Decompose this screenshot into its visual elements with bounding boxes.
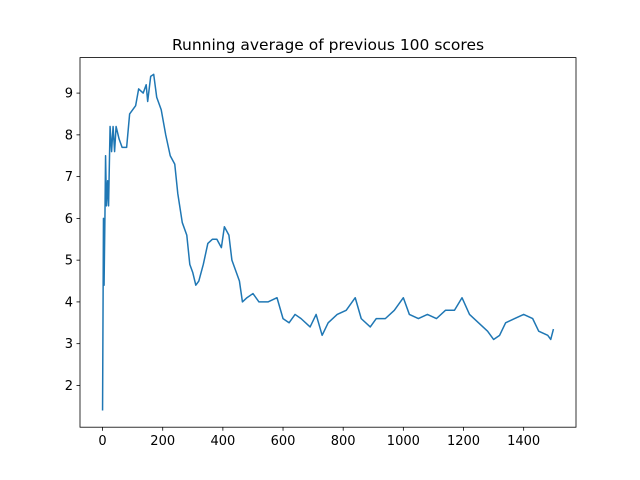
x-tick-label: 600 <box>271 434 296 449</box>
plot-frame <box>79 57 577 428</box>
x-tick-label: 1400 <box>507 434 540 449</box>
x-tick-label: 800 <box>331 434 356 449</box>
x-tick-label: 200 <box>150 434 175 449</box>
y-tick-label: 6 <box>65 212 73 227</box>
x-tick-label: 1200 <box>447 434 480 449</box>
y-tick-label: 2 <box>65 379 73 394</box>
y-tick-label: 3 <box>65 337 73 352</box>
x-tick-label: 400 <box>210 434 235 449</box>
y-tick-label: 9 <box>65 87 73 102</box>
y-tick-label: 7 <box>65 170 73 185</box>
x-tick-label: 1000 <box>387 434 420 449</box>
y-tick-label: 4 <box>65 295 73 310</box>
y-tick-label: 5 <box>65 254 73 269</box>
x-tick-label: 0 <box>98 434 106 449</box>
y-tick-label: 8 <box>65 128 73 143</box>
line-series <box>101 73 555 411</box>
chart-title: Running average of previous 100 scores <box>172 36 484 54</box>
